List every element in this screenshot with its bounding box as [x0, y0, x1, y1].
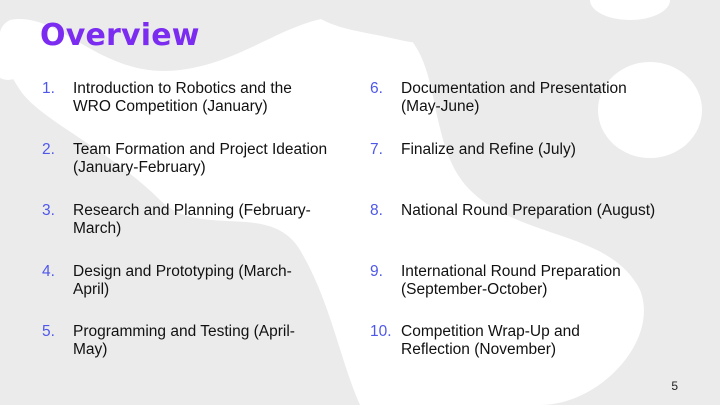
list-item-number: 2. [42, 141, 55, 158]
list-item-line: Competition Wrap-Up and [401, 323, 580, 340]
list-item-line: International Round Preparation [401, 263, 621, 280]
list-item-line: Reflection (November) [401, 341, 557, 358]
page-number: 5 [671, 379, 678, 393]
list-item-line: National Round Preparation (August) [401, 202, 656, 219]
list-item-text: International Round Preparation (Septemb… [401, 263, 691, 299]
list-item-line: March) [73, 220, 122, 237]
list-item-number: 1. [42, 80, 55, 97]
list-item-line: Research and Planning (February- [73, 202, 311, 219]
list-item-line: Introduction to Robotics and the [73, 80, 292, 97]
list-item-number: 7. [370, 141, 383, 158]
page-title: Overview [40, 18, 200, 53]
list-item-line: Programming and Testing (April- [73, 323, 295, 340]
list-item-line: April) [73, 281, 110, 298]
list-item-number: 5. [42, 323, 55, 340]
list-item-text: Design and Prototyping (March- April) [73, 263, 363, 299]
list-item-line: Team Formation and Project Ideation [73, 141, 328, 158]
list-item-text: Programming and Testing (April- May) [73, 323, 363, 359]
list-item-number: 6. [370, 80, 383, 97]
list-item-line: Design and Prototyping (March- [73, 263, 292, 280]
list-item-text: Team Formation and Project Ideation (Jan… [73, 141, 363, 177]
list-item-text: Finalize and Refine (July) [401, 141, 691, 159]
list-item-line: (September-October) [401, 281, 548, 298]
list-item-number: 10. [370, 323, 392, 340]
list-item-text: Competition Wrap-Up and Reflection (Nove… [401, 323, 691, 359]
list-item-text: Introduction to Robotics and the WRO Com… [73, 80, 363, 116]
list-item-number: 8. [370, 202, 383, 219]
list-item-number: 3. [42, 202, 55, 219]
list-item-line: Documentation and Presentation [401, 80, 627, 97]
list-item-number: 4. [42, 263, 55, 280]
list-item-line: May) [73, 341, 108, 358]
list-item-text: Documentation and Presentation (May-June… [401, 80, 691, 116]
list-item-line: (January-February) [73, 159, 206, 176]
list-item-line: WRO Competition (January) [73, 98, 268, 115]
list-item-line: Finalize and Refine (July) [401, 141, 576, 158]
list-item-text: National Round Preparation (August) [401, 202, 720, 220]
list-item-number: 9. [370, 263, 383, 280]
list-item-line: (May-June) [401, 98, 480, 115]
list-item-text: Research and Planning (February- March) [73, 202, 363, 238]
